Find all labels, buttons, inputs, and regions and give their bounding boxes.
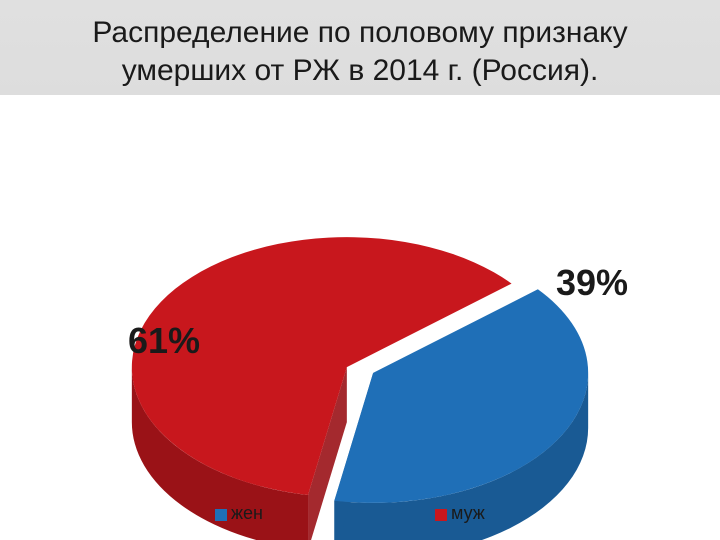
pct-label-female: 39% <box>556 262 628 303</box>
pie-chart: 39% 61% жен муж <box>0 95 720 540</box>
title-container: Распределение по половому признаку умерш… <box>0 0 720 89</box>
page-title: Распределение по половому признаку умерш… <box>40 14 680 89</box>
legend-label-male: муж <box>451 503 485 523</box>
pct-label-male: 61% <box>128 320 200 361</box>
legend-marker-male <box>435 509 447 521</box>
legend-marker-female <box>215 509 227 521</box>
slide: Распределение по половому признаку умерш… <box>0 0 720 540</box>
legend-label-female: жен <box>231 503 263 523</box>
pie-chart-svg: 39% 61% жен муж <box>0 95 720 540</box>
